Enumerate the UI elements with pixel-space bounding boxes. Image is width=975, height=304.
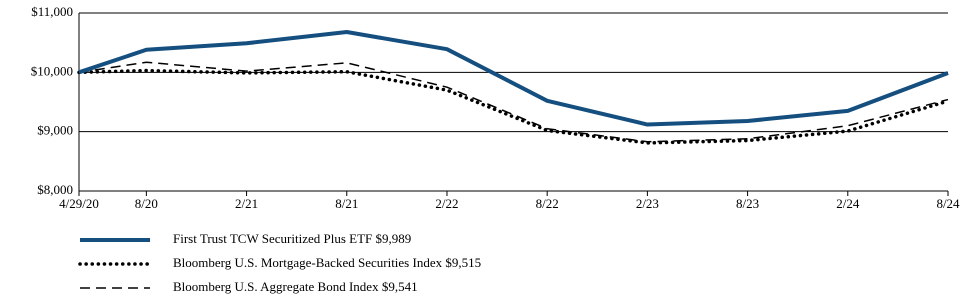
- x-tick-label: 8/23: [736, 196, 759, 211]
- y-tick-label: $10,000: [31, 63, 73, 78]
- series-line: [78, 61, 949, 143]
- series-line: [78, 29, 949, 127]
- y-tick-label: $11,000: [31, 4, 73, 19]
- x-tick-label: 2/22: [435, 196, 458, 211]
- x-tick-label: 4/29/20: [59, 196, 99, 211]
- x-tick-label: 2/24: [836, 196, 860, 211]
- legend-label: First Trust TCW Securitized Plus ETF $9,…: [173, 231, 411, 246]
- series-line: [77, 68, 950, 145]
- x-tick-label: 2/21: [235, 196, 258, 211]
- y-tick-label: $9,000: [37, 123, 73, 138]
- x-tick-label: 8/24: [936, 196, 960, 211]
- x-tick-label: 8/20: [135, 196, 158, 211]
- legend-label: Bloomberg U.S. Mortgage-Backed Securitie…: [173, 255, 481, 270]
- y-tick-label: $8,000: [37, 182, 73, 197]
- x-tick-label: 2/23: [636, 196, 659, 211]
- legend-label: Bloomberg U.S. Aggregate Bond Index $9,5…: [173, 279, 418, 294]
- x-tick-label: 8/21: [335, 196, 358, 211]
- x-tick-label: 8/22: [536, 196, 559, 211]
